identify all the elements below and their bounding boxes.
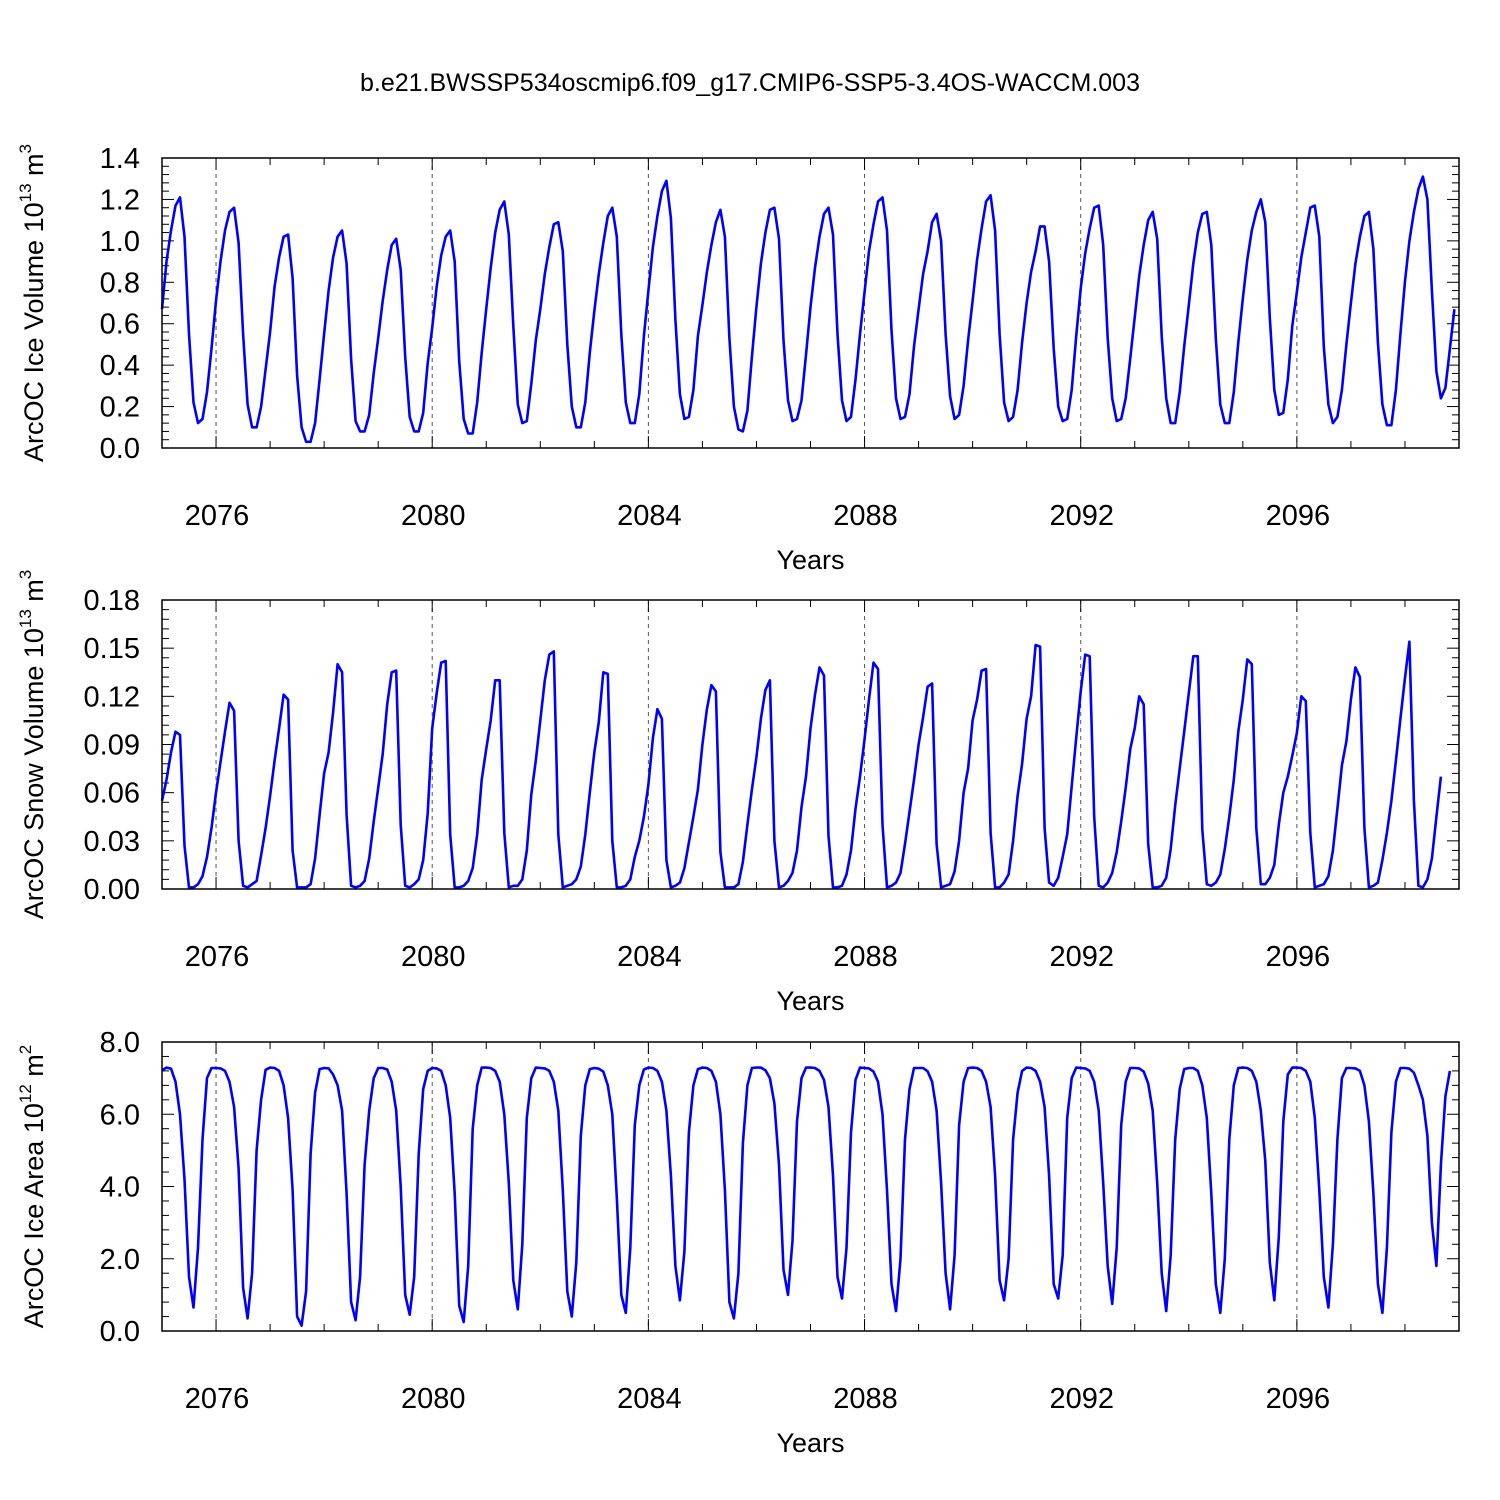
y-tick-label: 0.09 bbox=[84, 730, 140, 762]
series-line bbox=[160, 640, 1443, 889]
x-axis-label: Years bbox=[776, 1428, 844, 1458]
plot-frame bbox=[161, 157, 1460, 449]
x-tick-label: 2080 bbox=[401, 941, 466, 973]
panel-snow-volume: 0.00 0.03 0.06 0.09 0.12 0.15 0.18 2076 2080 2084… bbox=[16, 570, 1460, 1016]
x-tick-label: 2084 bbox=[617, 941, 682, 973]
x-tick-label: 2092 bbox=[1049, 1383, 1114, 1415]
x-tick-label: 2096 bbox=[1266, 500, 1331, 532]
y-tick-label: 0.6 bbox=[100, 309, 140, 341]
y-tick-label: 8.0 bbox=[100, 1027, 140, 1059]
y-axis-label: ArcOC Ice Volume 1013 m3 bbox=[16, 144, 49, 462]
y-tick-label: 0.2 bbox=[100, 392, 140, 424]
y-tick-label: 0.00 bbox=[84, 874, 140, 906]
x-tick-label: 2092 bbox=[1049, 941, 1114, 973]
y-tick-label: 0.06 bbox=[84, 778, 140, 810]
x-tick-label: 2096 bbox=[1266, 941, 1331, 973]
x-axis-label: Years bbox=[776, 986, 844, 1016]
x-tick-label: 2084 bbox=[617, 1383, 682, 1415]
y-tick-label: 1.2 bbox=[100, 184, 140, 216]
x-tick-label: 2088 bbox=[833, 500, 898, 532]
x-tick-label: 2088 bbox=[833, 1383, 898, 1415]
panel-ice-area: 0.0 2.0 4.0 6.0 8.0 2076 2080 2084 2088 2092 2096 Y… bbox=[16, 1027, 1460, 1458]
y-axis-label: ArcOC Snow Volume 1013 m3 bbox=[16, 570, 49, 920]
figure-title: b.e21.BWSSP534oscmip6.f09_g17.CMIP6-SSP5… bbox=[360, 69, 1140, 97]
y-tick-label: 0.0 bbox=[100, 1316, 140, 1348]
y-tick-label: 0.03 bbox=[84, 826, 140, 858]
x-tick-label: 2088 bbox=[833, 941, 898, 973]
x-tick-label: 2096 bbox=[1266, 1383, 1331, 1415]
y-tick-label: 0.4 bbox=[100, 350, 140, 382]
panel-ice-volume: 0.0 0.2 0.4 0.6 0.8 1.0 1.2 1.4 2076 2080 2084 2088… bbox=[16, 143, 1460, 575]
y-tick-label: 4.0 bbox=[100, 1172, 140, 1204]
x-tick-label: 2076 bbox=[185, 941, 250, 973]
x-tick-label: 2080 bbox=[401, 1383, 466, 1415]
x-tick-label: 2084 bbox=[617, 500, 682, 532]
y-axis-label: ArcOC Ice Area 1012 m2 bbox=[16, 1045, 49, 1329]
y-tick-label: 0.0 bbox=[100, 433, 140, 465]
y-tick-label: 1.4 bbox=[100, 143, 140, 175]
plot-frame bbox=[161, 1041, 1460, 1332]
series-line bbox=[161, 1066, 1452, 1327]
x-tick-label: 2092 bbox=[1049, 500, 1114, 532]
y-tick-label: 0.18 bbox=[84, 585, 140, 617]
x-axis-label: Years bbox=[776, 545, 844, 575]
y-tick-label: 1.0 bbox=[100, 226, 140, 258]
x-tick-label: 2080 bbox=[401, 500, 466, 532]
x-tick-label: 2076 bbox=[185, 1383, 250, 1415]
series-line bbox=[160, 175, 1456, 444]
y-tick-label: 6.0 bbox=[100, 1099, 140, 1131]
y-tick-label: 0.8 bbox=[100, 267, 140, 299]
y-tick-label: 0.12 bbox=[84, 681, 140, 713]
y-tick-label: 2.0 bbox=[100, 1244, 140, 1276]
y-tick-label: 0.15 bbox=[84, 633, 140, 665]
x-tick-label: 2076 bbox=[185, 500, 250, 532]
plot-frame bbox=[161, 599, 1460, 890]
